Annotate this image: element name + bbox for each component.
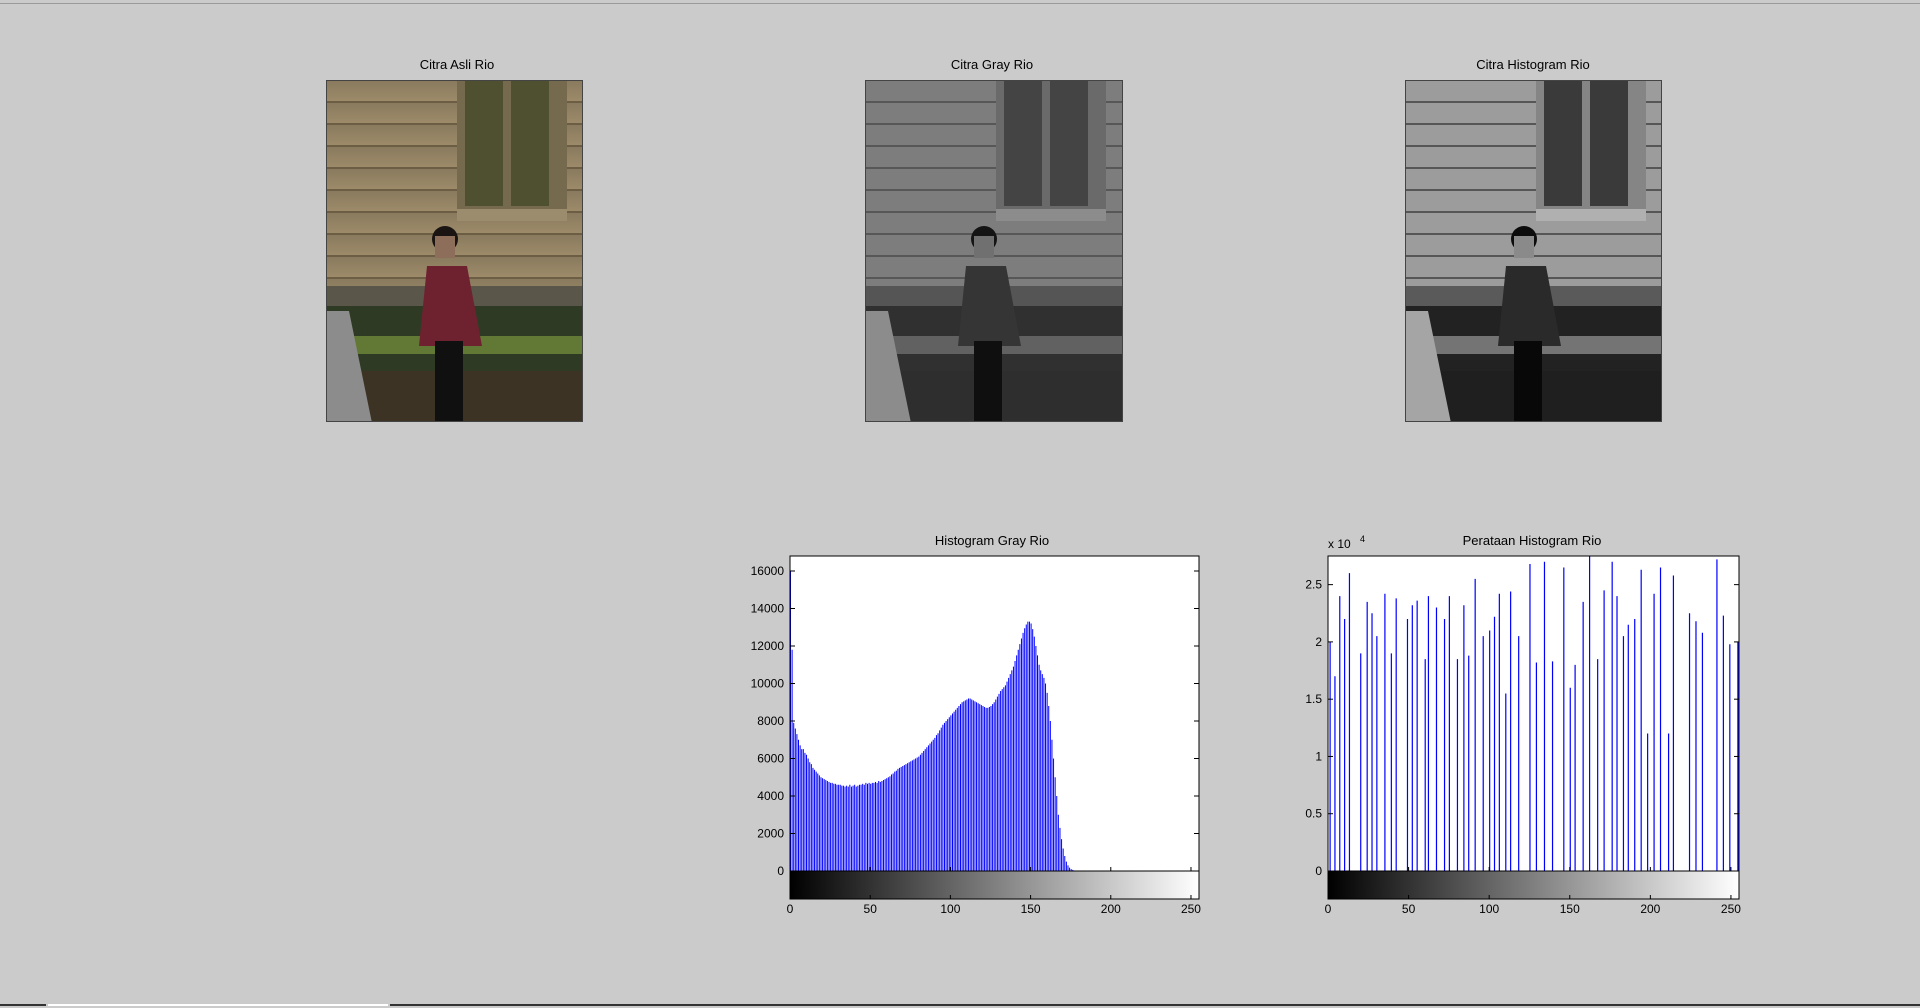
x-tick-label: 100 (1479, 902, 1499, 916)
y-tick-label: 10000 (751, 677, 785, 691)
y-tick-label: 0.5 (1305, 807, 1322, 821)
bar-series (790, 571, 1083, 871)
y-exponent-label: x 10 (1328, 537, 1351, 551)
grayscale-colorbar (789, 870, 1200, 900)
y-tick-label: 0 (1315, 864, 1322, 878)
y-tick-label: 12000 (751, 639, 785, 653)
x-tick-label: 0 (787, 902, 794, 916)
equalized-image (1405, 80, 1662, 422)
x-tick-label: 200 (1640, 902, 1660, 916)
y-tick-label: 2000 (757, 827, 784, 841)
bottom-divider (0, 1004, 1920, 1008)
x-tick-label: 0 (1325, 902, 1332, 916)
y-tick-label: 2 (1315, 635, 1322, 649)
gray-image-title: Citra Gray Rio (950, 57, 1034, 72)
bar-series (1329, 556, 1739, 871)
y-tick-label: 8000 (757, 714, 784, 728)
equalized-image-title: Citra Histogram Rio (1476, 57, 1590, 72)
y-tick-label: 6000 (757, 752, 784, 766)
histogram-equalized-title: Perataan Histogram Rio (1462, 533, 1602, 548)
x-tick-label: 50 (1402, 902, 1416, 916)
x-tick-label: 250 (1181, 902, 1201, 916)
histogram-equalized-chart: 0 0.5 1 1.5 2 2.5 0 50 100 150 200 250 x 10 4 (1305, 534, 1741, 916)
top-divider (0, 3, 1920, 4)
y-tick-label: 1 (1315, 749, 1322, 763)
x-tick-label: 100 (940, 902, 960, 916)
x-tick-label: 200 (1101, 902, 1121, 916)
x-tick-label: 50 (864, 902, 878, 916)
grayscale-colorbar (1327, 870, 1740, 900)
x-tick-label: 150 (1021, 902, 1041, 916)
x-tick-label: 150 (1560, 902, 1580, 916)
y-exponent-power: 4 (1360, 534, 1365, 544)
y-tick-label: 16000 (751, 564, 785, 578)
y-tick-label: 2.5 (1305, 578, 1322, 592)
gray-image (865, 80, 1123, 422)
y-tick-label: 1.5 (1305, 692, 1322, 706)
y-tick-label: 0 (777, 864, 784, 878)
histogram-gray-title: Histogram Gray Rio (934, 533, 1050, 548)
original-image (326, 80, 583, 422)
original-image-title: Citra Asli Rio (419, 57, 495, 72)
x-tick-label: 250 (1721, 902, 1741, 916)
y-tick-label: 4000 (757, 789, 784, 803)
histogram-gray-chart: 0 2000 4000 6000 8000 10000 12000 14000 16000 0 50… (751, 555, 1201, 916)
y-tick-label: 14000 (751, 602, 785, 616)
axes-background (1328, 556, 1739, 871)
